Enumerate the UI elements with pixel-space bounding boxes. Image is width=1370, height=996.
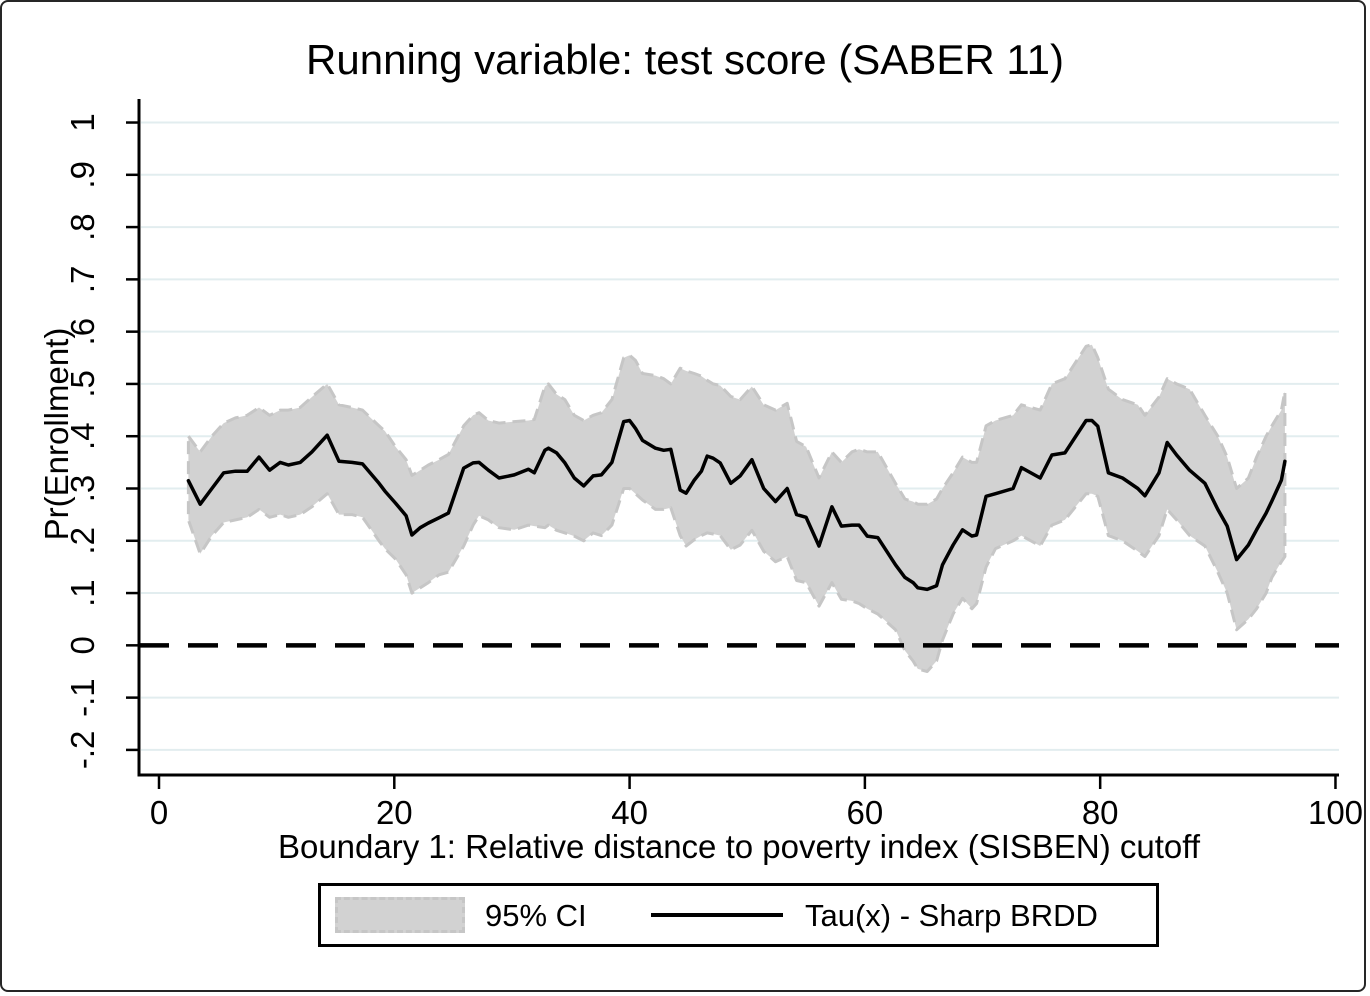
y-tick-label: 0 — [64, 636, 101, 654]
x-tick-label: 100 — [1308, 794, 1363, 831]
chart-title: Running variable: test score (SABER 11) — [306, 36, 1064, 83]
y-tick-label: .2 — [64, 527, 101, 555]
x-tick-label: 80 — [1082, 794, 1119, 831]
tau-line — [186, 418, 1287, 592]
y-tick-label: .9 — [64, 161, 101, 189]
ci-band-swatch — [335, 897, 465, 933]
y-tick-label: .1 — [64, 579, 101, 607]
ci-band — [186, 343, 1287, 673]
y-tick-label: .4 — [64, 422, 101, 450]
y-tick-label: -.1 — [64, 678, 101, 717]
tau-line-swatch — [651, 913, 783, 917]
legend-label-ci: 95% CI — [485, 898, 587, 933]
y-tick-label: .8 — [64, 213, 101, 241]
y-tick-label: .6 — [64, 318, 101, 346]
x-tick-label: 0 — [150, 794, 168, 831]
y-tick-label: 1 — [64, 113, 101, 131]
y-tick-label: .5 — [64, 370, 101, 398]
y-tick-label: .7 — [64, 266, 101, 294]
x-tick-label: 40 — [611, 794, 648, 831]
y-tick-label: -.2 — [64, 731, 101, 770]
y-tick-label: .3 — [64, 475, 101, 503]
legend: 95% CI Tau(x) - Sharp BRDD — [318, 883, 1159, 947]
x-axis-title: Boundary 1: Relative distance to poverty… — [277, 828, 1201, 865]
x-tick-label: 20 — [376, 794, 413, 831]
legend-label-tau: Tau(x) - Sharp BRDD — [805, 898, 1098, 933]
x-tick-label: 60 — [847, 794, 884, 831]
